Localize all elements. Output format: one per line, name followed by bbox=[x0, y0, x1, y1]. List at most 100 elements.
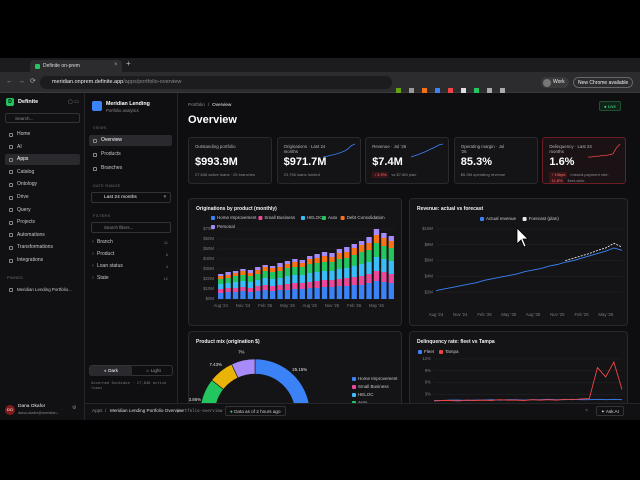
bar-segment bbox=[262, 278, 268, 285]
nav-item[interactable]: Ontology bbox=[5, 179, 80, 190]
nav-item[interactable]: Projects bbox=[5, 217, 80, 228]
theme-light[interactable]: ☼ Light bbox=[145, 368, 161, 373]
page-title: Overview bbox=[188, 114, 237, 126]
bar-segment bbox=[381, 282, 387, 299]
filter-chevron: › bbox=[92, 263, 94, 269]
kpi-note-text: 27,848 active loans · 25 branches bbox=[195, 172, 256, 177]
bar-segment bbox=[269, 272, 276, 279]
new-tab[interactable]: + bbox=[126, 59, 131, 68]
nav-item[interactable]: Query bbox=[5, 205, 80, 216]
pinned-heading: PINNED bbox=[7, 276, 24, 280]
date-select[interactable]: Last 24 months ▾ bbox=[91, 192, 171, 203]
bar-segment bbox=[373, 243, 380, 257]
chart-panel: $0M $10M $20M $30M $40M $50M $60M $70M Home Impr… bbox=[188, 198, 402, 326]
mouse-cursor bbox=[516, 227, 529, 248]
bar-segment bbox=[292, 259, 298, 262]
user-menu[interactable]: ⚙ bbox=[72, 405, 77, 411]
nav-item[interactable]: Catalog bbox=[5, 167, 80, 178]
bar-segment bbox=[336, 269, 343, 279]
filter-item[interactable]: › Branch 11 bbox=[89, 237, 172, 248]
y-tick-label: $20M bbox=[203, 276, 214, 281]
pinned-item[interactable]: Meridian Lending Portfolio... bbox=[5, 284, 80, 295]
tab-close[interactable]: × bbox=[114, 62, 118, 68]
chart-title: Product mix (origination $) bbox=[196, 339, 260, 345]
bar-segment bbox=[218, 284, 224, 289]
user-email: dana.okafor@meridian... bbox=[18, 411, 60, 415]
address-bar[interactable]: meridian.onprem.definite.app/apps/portfo… bbox=[40, 76, 392, 89]
url-host: meridian.onprem.definite.app bbox=[52, 79, 124, 85]
bar-segment bbox=[232, 282, 239, 288]
bar-segment bbox=[262, 285, 268, 290]
bar-segment bbox=[247, 273, 254, 276]
status-page: Meridian Lending Portfolio Overview bbox=[110, 408, 184, 413]
bar-segment bbox=[277, 263, 283, 267]
nav-item[interactable]: Integrations bbox=[5, 255, 80, 266]
freshness-label: Data as of 2 hours ago bbox=[234, 409, 281, 414]
app-icon bbox=[92, 101, 102, 111]
sparkline bbox=[588, 143, 621, 158]
filter-item[interactable]: › Loan status 4 bbox=[89, 261, 172, 272]
kpi-card: Originations · Last 24 months $971.7M 23,7… bbox=[276, 137, 361, 184]
kpi-note-text: missed-payment rate, bbox=[570, 172, 609, 177]
bar-segment bbox=[351, 266, 357, 277]
bar-segment bbox=[247, 292, 254, 299]
bar-segment bbox=[232, 271, 239, 273]
bar-segment bbox=[292, 275, 298, 283]
filter-search[interactable]: Search filters... bbox=[91, 222, 171, 233]
status-slug: portfolio-overview bbox=[177, 408, 223, 413]
kpi-value: $993.9M bbox=[195, 156, 238, 168]
nav-item[interactable]: Drive bbox=[5, 192, 80, 203]
bar-segment bbox=[292, 267, 298, 275]
logo: D bbox=[6, 98, 14, 106]
view-item[interactable]: Overview bbox=[89, 135, 172, 146]
bar-segment bbox=[358, 245, 365, 252]
nav-item[interactable]: Transformations bbox=[5, 242, 80, 253]
bar-segment bbox=[269, 286, 276, 291]
x-tick-label: Feb '25 bbox=[258, 303, 273, 308]
legend-swatch bbox=[352, 393, 356, 397]
donut-slice bbox=[254, 358, 310, 403]
profile-button[interactable]: Work bbox=[541, 77, 569, 88]
filter-name: State bbox=[97, 275, 109, 281]
bar-segment bbox=[307, 282, 313, 288]
bar-segment bbox=[351, 255, 357, 266]
legend-swatch bbox=[352, 377, 356, 381]
bar-segment bbox=[321, 262, 328, 271]
filter-item[interactable]: › Product 6 bbox=[89, 249, 172, 260]
bar-segment bbox=[351, 248, 357, 255]
y-tick-label: 12% bbox=[422, 356, 431, 361]
bar-segment bbox=[284, 261, 291, 264]
status-root[interactable]: Apps bbox=[92, 408, 103, 413]
bar-segment bbox=[381, 259, 387, 272]
y-tick-label: 9% bbox=[425, 368, 431, 373]
help-icon[interactable]: ? bbox=[585, 408, 588, 413]
nav-item[interactable]: Automations bbox=[5, 230, 80, 241]
sidebar-icons[interactable]: ▢ ▭ bbox=[68, 99, 79, 105]
view-item[interactable]: Products bbox=[89, 149, 172, 160]
breadcrumb-current: Overview bbox=[212, 102, 232, 107]
search-box[interactable]: Search... bbox=[5, 113, 80, 123]
ask-ai[interactable]: ✦ Ask AI bbox=[596, 406, 624, 416]
nav-item[interactable]: Apps bbox=[5, 154, 80, 166]
y-tick-label: $2M bbox=[425, 289, 434, 294]
legend-label: Tampa bbox=[445, 349, 459, 354]
nav-label: Drive bbox=[17, 194, 29, 200]
bar-segment bbox=[358, 285, 365, 299]
bar-segment bbox=[373, 257, 380, 271]
breadcrumb-root[interactable]: Portfolio bbox=[188, 102, 205, 107]
kpi-flag: 11.8% bbox=[549, 178, 565, 183]
nav-buttons[interactable]: ←→⟳ bbox=[6, 78, 41, 85]
slice-label: 25.15% bbox=[292, 367, 307, 372]
view-item[interactable]: Branches bbox=[89, 163, 172, 174]
bar-segment bbox=[299, 267, 305, 275]
nav-item[interactable]: Home bbox=[5, 129, 80, 140]
theme-dark[interactable]: ◐ Dark bbox=[90, 366, 132, 376]
nav-item[interactable]: AI bbox=[5, 142, 80, 153]
filter-item[interactable]: › State 12 bbox=[89, 273, 172, 284]
update-button[interactable]: New Chrome available bbox=[573, 77, 634, 88]
kpi-note: 23,756 loans funded bbox=[284, 172, 320, 178]
bar-segment bbox=[321, 271, 328, 280]
tab[interactable]: Definite on-prem × bbox=[30, 60, 122, 72]
bar-segment bbox=[314, 254, 320, 258]
